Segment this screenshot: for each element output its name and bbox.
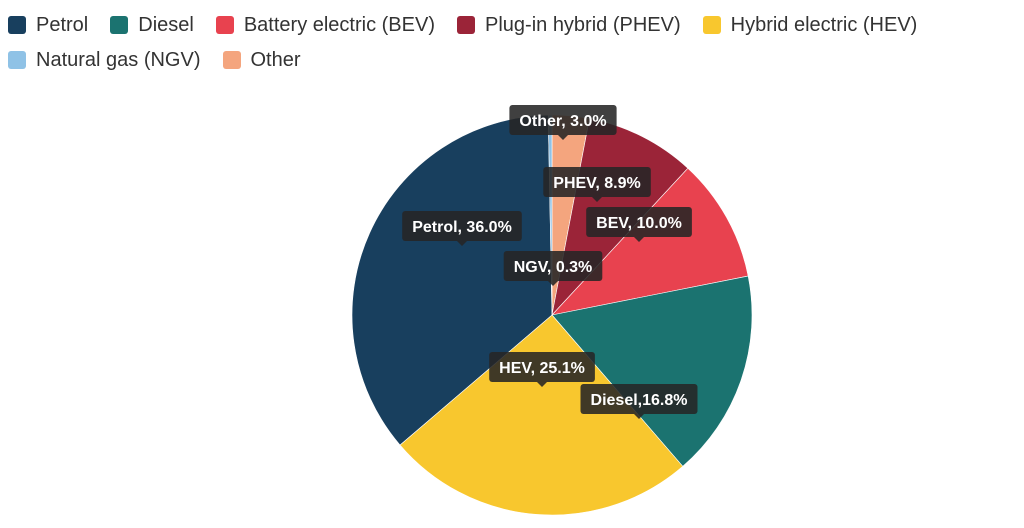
data-label-petrol: Petrol, 36.0% xyxy=(402,211,522,246)
legend-item-diesel[interactable]: Diesel xyxy=(110,12,194,38)
data-label-hev: HEV, 25.1% xyxy=(489,352,595,387)
legend-item-bev[interactable]: Battery electric (BEV) xyxy=(215,12,435,38)
data-label-text-other: Other, 3.0% xyxy=(519,113,606,130)
data-label-bev: BEV, 10.0% xyxy=(586,207,692,242)
legend-label-petrol: Petrol xyxy=(36,13,89,36)
legend-label-bev: Battery electric (BEV) xyxy=(243,13,435,36)
pie-slice-petrol[interactable] xyxy=(351,114,553,446)
legend-label-diesel: Diesel xyxy=(138,13,194,36)
legend-item-ngv[interactable]: Natural gas (NGV) xyxy=(8,47,201,73)
legend-item-petrol[interactable]: Petrol xyxy=(8,12,88,38)
legend-swatch-other xyxy=(222,51,241,69)
legend-swatch-bev xyxy=(215,16,234,34)
legend-swatch-hev xyxy=(702,16,721,34)
legend-label-phev: Plug-in hybrid (PHEV) xyxy=(485,13,681,36)
legend-item-phev[interactable]: Plug-in hybrid (PHEV) xyxy=(457,12,681,38)
legend-swatch-diesel xyxy=(110,16,129,34)
legend-item-hev[interactable]: Hybrid electric (HEV) xyxy=(702,12,918,38)
legend-swatch-petrol xyxy=(8,16,26,34)
legend-label-hev: Hybrid electric (HEV) xyxy=(730,13,918,36)
legend-swatch-ngv xyxy=(8,51,26,69)
pie-slice-diesel[interactable] xyxy=(551,275,753,467)
data-label-diesel: Diesel,16.8% xyxy=(580,384,698,419)
data-label-text-ngv: NGV, 0.3% xyxy=(514,259,593,276)
data-label-other: Other, 3.0% xyxy=(509,105,617,140)
data-label-text-petrol: Petrol, 36.0% xyxy=(412,219,512,236)
data-label-text-diesel: Diesel,16.8% xyxy=(591,392,688,409)
data-label-text-bev: BEV, 10.0% xyxy=(596,215,682,232)
legend-label-ngv: Natural gas (NGV) xyxy=(36,48,201,71)
legend-item-other[interactable]: Other xyxy=(222,47,301,73)
legend-swatch-phev xyxy=(457,16,475,34)
data-label-text-phev: PHEV, 8.9% xyxy=(553,175,640,192)
data-label-ngv: NGV, 0.3% xyxy=(503,251,603,286)
legend-label-other: Other xyxy=(250,48,301,71)
data-label-text-hev: HEV, 25.1% xyxy=(499,360,585,377)
data-label-phev: PHEV, 8.9% xyxy=(543,167,651,202)
pie-slice-hev[interactable] xyxy=(399,314,684,516)
legend: Petrol Diesel Battery electric (BEV) Plug-i… xyxy=(8,12,1008,73)
